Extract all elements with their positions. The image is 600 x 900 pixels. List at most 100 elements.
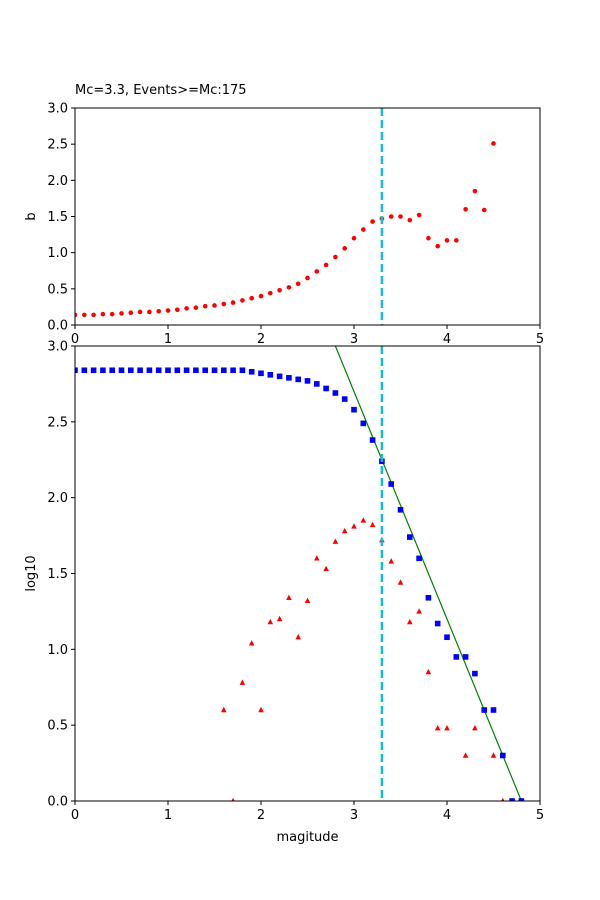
data-point: [184, 306, 189, 311]
y-tick-label: 1.5: [47, 210, 68, 225]
data-point: [211, 367, 218, 374]
x-tick-label: 4: [443, 332, 451, 347]
y-tick-label: 0.0: [47, 795, 68, 810]
data-point: [435, 243, 441, 249]
data-point: [248, 368, 255, 375]
y-tick-label: 1.5: [47, 567, 68, 582]
data-point: [341, 396, 348, 402]
data-point: [165, 308, 171, 313]
data-point: [156, 308, 161, 314]
data-point: [463, 206, 468, 212]
data-point: [118, 367, 125, 374]
data-point: [75, 312, 78, 318]
data-point: [501, 797, 505, 801]
data-point: [472, 670, 478, 677]
data-point: [490, 752, 497, 758]
data-point: [369, 437, 376, 443]
data-point: [212, 303, 217, 308]
data-point: [90, 367, 97, 374]
data-point: [248, 640, 255, 646]
data-point: [323, 262, 329, 268]
data-point: [231, 797, 235, 801]
data-point: [295, 634, 301, 640]
data-point: [286, 375, 292, 381]
y-axis-label-log10: log10: [24, 555, 39, 591]
data-point: [351, 406, 357, 413]
data-point: [509, 798, 515, 801]
x-tick-label: 2: [257, 808, 265, 823]
data-point: [155, 367, 162, 374]
data-point: [109, 311, 115, 317]
data-point: [370, 219, 375, 224]
data-point: [407, 217, 413, 223]
y-tick-label: 3.0: [47, 102, 68, 117]
data-point: [333, 254, 338, 260]
data-point: [314, 269, 320, 274]
data-point: [416, 212, 422, 218]
data-point: [249, 295, 254, 301]
data-point: [304, 597, 311, 603]
data-point: [276, 615, 283, 622]
data-point: [491, 141, 496, 146]
data-point: [332, 390, 339, 396]
series-square: [75, 367, 525, 801]
data-point: [481, 207, 487, 213]
data-point: [100, 367, 106, 374]
data-point: [341, 527, 348, 534]
data-point: [454, 238, 459, 243]
x-tick-label: 1: [164, 332, 172, 347]
data-point: [146, 367, 153, 374]
data-point: [230, 300, 236, 305]
data-point: [267, 372, 274, 378]
data-point: [361, 227, 366, 232]
data-point: [425, 594, 432, 601]
data-point: [426, 235, 431, 241]
b-value-data: [75, 108, 496, 325]
data-point: [193, 305, 199, 310]
fit-line: [334, 346, 522, 801]
data-point: [258, 706, 264, 713]
data-point: [490, 707, 497, 713]
data-point: [81, 367, 88, 374]
data-point: [240, 298, 245, 303]
data-point: [462, 752, 469, 758]
data-point: [267, 618, 274, 625]
data-point: [202, 303, 208, 309]
frequency-magnitude-axes: 0 1 2 3 4 5 0.0 0.5 1.0 1.5 2.0 2.5 3.0: [47, 340, 544, 824]
data-point: [314, 555, 320, 561]
data-point: [416, 608, 422, 614]
y-tick-label: 0.5: [47, 282, 68, 297]
plot-area: [75, 346, 525, 801]
y-tick-label: 2.0: [47, 491, 68, 506]
data-point: [109, 367, 115, 374]
data-point: [147, 309, 152, 315]
data-point: [137, 367, 143, 374]
data-point: [304, 378, 311, 384]
data-point: [407, 618, 413, 625]
data-point: [351, 523, 357, 529]
data-point: [286, 594, 292, 600]
x-tick-label: 0: [71, 332, 79, 347]
data-point: [323, 385, 329, 392]
y-axis-label-b: b: [24, 212, 39, 220]
data-point: [444, 634, 450, 640]
data-point: [295, 281, 301, 287]
data-point: [388, 214, 394, 219]
data-point: [268, 290, 273, 296]
x-tick-label: 0: [71, 808, 79, 823]
data-point: [453, 654, 460, 660]
data-point: [416, 555, 422, 562]
x-tick-label: 5: [536, 332, 544, 347]
data-point: [305, 275, 310, 281]
x-tick-label: 3: [350, 332, 358, 347]
data-point: [128, 310, 134, 316]
data-point: [360, 517, 367, 523]
data-point: [397, 507, 404, 513]
x-tick-label: 5: [536, 808, 544, 823]
data-point: [119, 311, 124, 316]
data-point: [75, 367, 78, 374]
data-point: [332, 538, 339, 544]
x-tick-label: 3: [350, 808, 358, 823]
